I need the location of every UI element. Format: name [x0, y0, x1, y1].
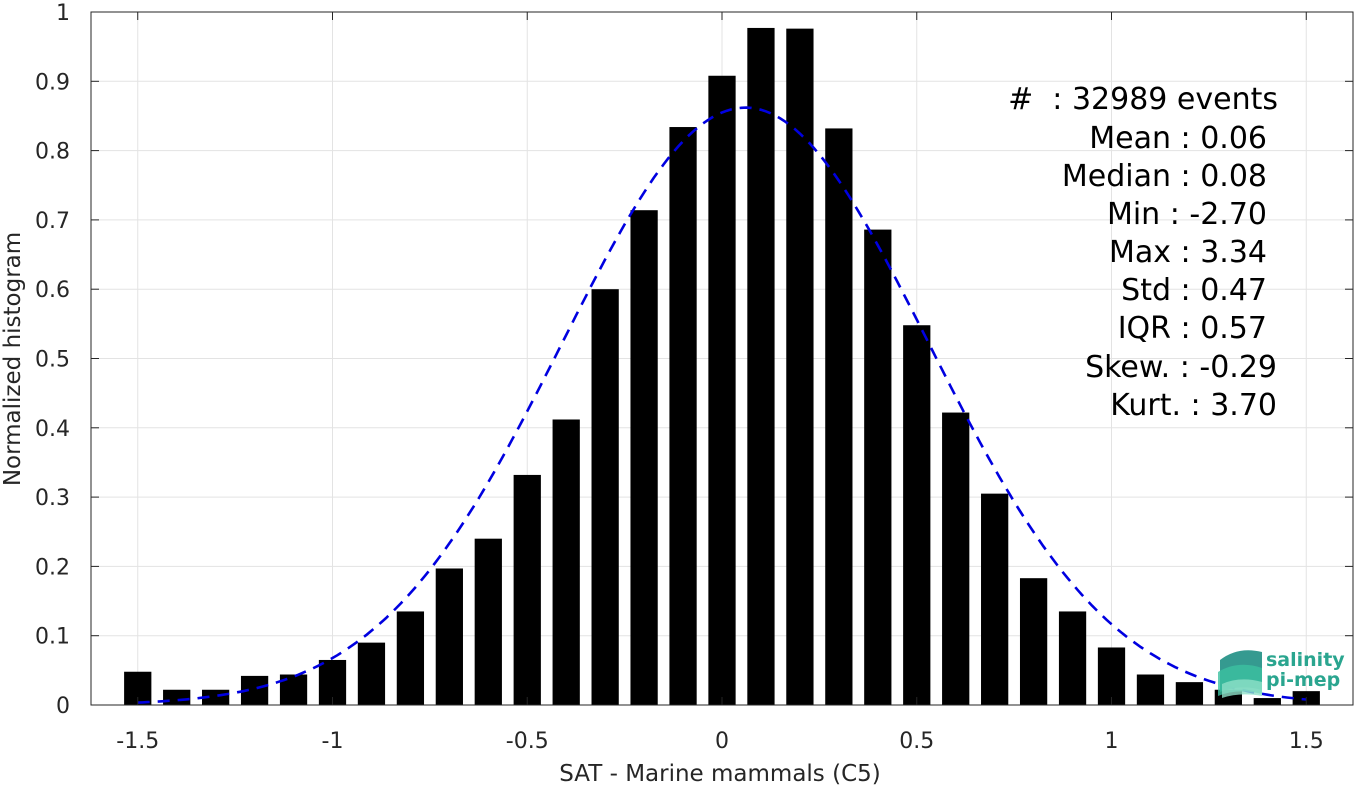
- histogram-bar: [786, 28, 814, 705]
- histogram-bar: [747, 27, 775, 705]
- stat-iqr: IQR : 0.57: [1118, 311, 1267, 346]
- histogram-bar: [864, 229, 892, 706]
- logo-text-line2: pi-mep: [1266, 669, 1340, 691]
- x-tick-label: -1.5: [116, 729, 159, 754]
- histogram-bar: [1019, 578, 1048, 705]
- logo-text-line1: salinity: [1266, 649, 1345, 671]
- histogram-bar: [474, 538, 502, 705]
- histogram-bars: [124, 27, 1320, 706]
- x-tick-label: -0.5: [506, 729, 549, 754]
- y-tick-label: 0.7: [35, 209, 70, 234]
- stat-min: Min : -2.70: [1107, 197, 1267, 232]
- stat-kurt: Kurt. : 3.70: [1110, 388, 1277, 423]
- x-tick-label: -1: [322, 729, 344, 754]
- y-tick-label: 0.6: [35, 278, 70, 303]
- histogram-bar: [1097, 647, 1126, 705]
- histogram-bar: [552, 419, 580, 705]
- y-tick-label: 0.2: [35, 555, 70, 580]
- y-axis-ticks: 0 0.1 0.2 0.3 0.4 0.5 0.6 0.7 0.8 0.9 1: [35, 1, 1353, 719]
- x-tick-label: 0: [715, 729, 729, 754]
- y-tick-label: 0.3: [35, 486, 70, 511]
- y-axis-label: Normalized histogram: [0, 232, 26, 486]
- histogram-bar: [1058, 611, 1087, 705]
- stat-max: Max : 3.34: [1109, 235, 1267, 270]
- y-tick-label: 0.8: [35, 140, 70, 165]
- histogram-bar: [163, 689, 191, 705]
- x-tick-label: 1.5: [1289, 729, 1324, 754]
- y-tick-label: 1: [56, 1, 70, 26]
- histogram-bar: [942, 412, 970, 705]
- histogram-bar: [435, 568, 463, 705]
- histogram-bar: [1175, 682, 1204, 705]
- histogram-bar: [903, 325, 931, 705]
- histogram-bar: [1253, 698, 1281, 705]
- stat-mean: Mean : 0.06: [1089, 121, 1267, 156]
- salinity-pi-mep-logo: salinity pi-mep: [1218, 649, 1345, 698]
- histogram-bar: [708, 75, 736, 706]
- x-tick-label: 1: [1105, 729, 1119, 754]
- stat-skew: Skew. : -0.29: [1085, 350, 1277, 385]
- stat-count: # : 32989 events: [1008, 82, 1278, 117]
- stats-panel: # : 32989 events Mean : 0.06 Median : 0.…: [1008, 82, 1278, 423]
- y-tick-label: 0.1: [35, 625, 70, 650]
- y-tick-label: 0.5: [35, 348, 70, 373]
- histogram-bar: [981, 493, 1009, 705]
- y-tick-label: 0.9: [35, 70, 70, 95]
- y-tick-label: 0: [56, 694, 70, 719]
- histogram-bar: [825, 128, 853, 705]
- histogram-bar: [669, 127, 697, 705]
- histogram-bar: [357, 642, 386, 705]
- histogram-bar: [396, 611, 425, 705]
- x-tick-label: 0.5: [899, 729, 934, 754]
- y-tick-label: 0.4: [35, 417, 70, 442]
- histogram-bar: [1136, 674, 1165, 705]
- histogram-bar: [513, 474, 541, 705]
- logo-wave-icon: [1218, 650, 1262, 698]
- histogram-bar: [630, 210, 658, 705]
- histogram-bar: [591, 289, 619, 705]
- stat-std: Std : 0.47: [1121, 273, 1267, 308]
- x-axis-ticks: -1.5 -1 -0.5 0 0.5 1 1.5: [116, 12, 1324, 754]
- x-axis-label: SAT - Marine mammals (C5): [559, 761, 881, 785]
- stat-median: Median : 0.08: [1062, 159, 1267, 194]
- normal-fit-curve: [137, 106, 1307, 704]
